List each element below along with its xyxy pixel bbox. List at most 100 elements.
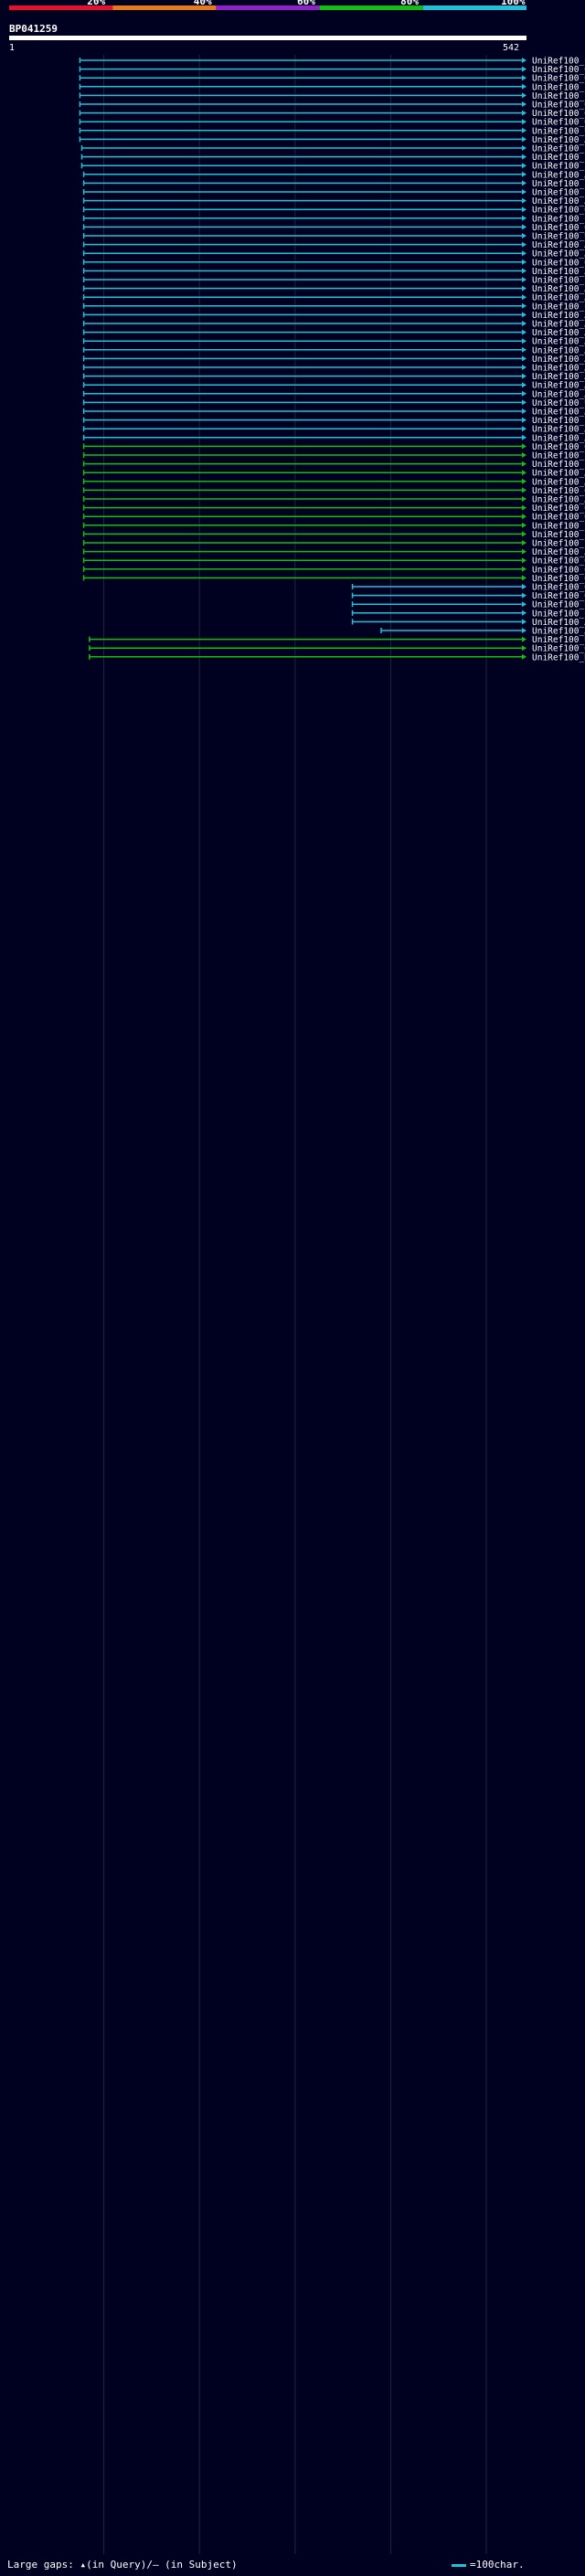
hit-label[interactable]: UniRef100_Q5N824 bbox=[532, 486, 585, 496]
hit-label[interactable]: UniRef100_P32962 bbox=[532, 451, 585, 461]
hit-arrow bbox=[522, 154, 526, 160]
hit-arrow bbox=[522, 338, 526, 345]
hit-label[interactable]: UniRef100_A4ULE1 bbox=[532, 284, 585, 294]
hit-arrow bbox=[522, 207, 526, 213]
hit-label[interactable]: UniRef100_A7QEZ5 bbox=[532, 240, 585, 250]
gaps-legend: Large gaps: ▴(in Query)/– (in Subject) bbox=[7, 2559, 238, 2571]
hit-arrow bbox=[522, 601, 526, 608]
query-start: 1 bbox=[9, 43, 15, 53]
hit-label[interactable]: UniRef100_Q7WNC4 bbox=[532, 644, 585, 654]
hit-label[interactable]: UniRef100_D0DDB0 bbox=[532, 652, 585, 663]
hit-label[interactable]: UniRef100_B9HVU3 bbox=[532, 82, 585, 92]
hit-label[interactable]: UniRef100_B8LLB3 bbox=[532, 188, 585, 198]
hit-arrow bbox=[522, 461, 526, 467]
hit-label[interactable]: UniRef100_A7QR70 bbox=[532, 372, 585, 382]
hit-label[interactable]: UniRef100_C5XYZ1 bbox=[532, 214, 585, 224]
hit-label[interactable]: UniRef100_Q8LFU8 bbox=[532, 504, 585, 514]
hit-label[interactable]: UniRef100_Q94JM3 bbox=[532, 557, 585, 567]
hit-arrow bbox=[522, 92, 526, 99]
hit-label[interactable]: UniRef100_Q6QDB8 bbox=[532, 591, 585, 601]
hit-label[interactable]: UniRef100_A7QR63 bbox=[532, 320, 585, 330]
hit-arrow bbox=[522, 434, 526, 440]
hit-label[interactable]: UniRef100_A7QF64 bbox=[532, 389, 585, 399]
hit-label[interactable]: UniRef100_UP0000... bbox=[532, 126, 585, 136]
hit-label[interactable]: UniRef100_P32961 bbox=[532, 539, 585, 549]
hit-label[interactable]: UniRef100_Q67DN0 bbox=[532, 223, 585, 233]
hit-label[interactable]: UniRef100_A5BPZ6 bbox=[532, 355, 585, 365]
hit-label[interactable]: UniRef100_Q2QCZ2 bbox=[532, 109, 585, 119]
hit-label[interactable]: UniRef100_B9FIQ4 bbox=[532, 416, 585, 426]
hit-arrow bbox=[522, 417, 526, 423]
hit-label[interactable]: UniRef100_A2YCD2 bbox=[532, 267, 585, 277]
hit-label[interactable]: UniRef100_Q04907 bbox=[532, 442, 585, 452]
scale-legend: =100char. bbox=[452, 2559, 525, 2571]
hit-label[interactable]: UniRef100_A3QYW4 bbox=[532, 170, 585, 180]
scale-tick-label: ^100% bbox=[495, 0, 525, 7]
hit-rows: UniRef100_C6T972UniRef100_Q5UZ28UniRef10… bbox=[79, 57, 585, 663]
hit-label[interactable]: UniRef100_Q6QDB7 bbox=[532, 583, 585, 593]
hit-arrow bbox=[522, 302, 526, 309]
hit-label[interactable]: UniRef100_C0Z2F4 bbox=[532, 521, 585, 531]
hit-label[interactable]: UniRef100_A4ULE0 bbox=[532, 293, 585, 303]
hit-label[interactable]: UniRef100_A7QR51 bbox=[532, 477, 585, 487]
hit-arrow bbox=[522, 329, 526, 335]
hit-arrow bbox=[522, 215, 526, 221]
hit-label[interactable]: UniRef100_Q42966 bbox=[532, 118, 585, 128]
hit-label[interactable]: UniRef100_B9SCY8 bbox=[532, 91, 585, 101]
hit-label[interactable]: UniRef100_UP1000... bbox=[532, 635, 585, 645]
hit-label[interactable]: UniRef100_A0LKP2 bbox=[532, 618, 585, 628]
hit-arrow bbox=[522, 548, 526, 555]
hit-label[interactable]: UniRef100_A2Y9G2 bbox=[532, 547, 585, 557]
scale-tick-label: ^60% bbox=[291, 0, 315, 7]
hit-label[interactable]: UniRef100_A5BCZ0 bbox=[532, 408, 585, 418]
hit-label[interactable]: UniRef100_A7QF56 bbox=[532, 627, 585, 637]
hit-label[interactable]: UniRef100_A7QR67 bbox=[532, 311, 585, 321]
hit-label[interactable]: UniRef100_Q5UZ28 bbox=[532, 65, 585, 75]
hit-arrow bbox=[522, 224, 526, 230]
hit-label[interactable]: UniRef100_C5XYZ0 bbox=[532, 302, 585, 312]
hit-label[interactable]: UniRef100_C4CL20 bbox=[532, 600, 585, 610]
scale-tick-label: ^80% bbox=[395, 0, 420, 7]
hit-label[interactable]: UniRef100_Q94JL5 bbox=[532, 574, 585, 584]
hit-label[interactable]: UniRef100_Q0JTW1 bbox=[532, 258, 585, 268]
hit-label[interactable]: UniRef100_A7QR58 bbox=[532, 328, 585, 338]
hit-label[interactable]: UniRef100_A5B7P6 bbox=[532, 425, 585, 435]
hit-label[interactable]: UniRef100_A7QR64 bbox=[532, 381, 585, 391]
hit-label[interactable]: UniRef100_P46011 bbox=[532, 179, 585, 189]
hit-arrow bbox=[522, 75, 526, 81]
hit-arrow bbox=[522, 294, 526, 301]
hit-arrow bbox=[522, 645, 526, 652]
hit-label[interactable]: UniRef100_A2YYW3 bbox=[532, 495, 585, 505]
hit-label[interactable]: UniRef100_P46010 bbox=[532, 530, 585, 540]
hit-label[interactable]: UniRef100_A7QF66 bbox=[532, 135, 585, 145]
hit-label[interactable]: UniRef100_A7QR55 bbox=[532, 337, 585, 347]
hit-arrow bbox=[522, 346, 526, 353]
hit-label[interactable]: UniRef100_A5C4B0 bbox=[532, 249, 585, 260]
hit-arrow bbox=[522, 110, 526, 116]
hit-arrow bbox=[522, 180, 526, 186]
hit-arrow bbox=[522, 478, 526, 484]
hit-label[interactable]: UniRef100_A5BJ2Z bbox=[532, 433, 585, 443]
hit-label[interactable]: UniRef100_UP1000... bbox=[532, 232, 585, 242]
hit-label[interactable]: UniRef100_A5BPZ5 bbox=[532, 345, 585, 355]
hit-label[interactable]: UniRef100_A5C7V6 bbox=[532, 196, 585, 207]
hit-arrow bbox=[522, 531, 526, 537]
hit-arrow bbox=[522, 504, 526, 511]
hit-label[interactable]: UniRef100_B4FQE2 bbox=[532, 276, 585, 286]
hit-label[interactable]: UniRef100_B5U825 bbox=[532, 460, 585, 470]
hit-arrow bbox=[522, 610, 526, 616]
hit-arrow bbox=[522, 557, 526, 564]
hit-label[interactable]: UniRef100_Q3LRV4 bbox=[532, 74, 585, 84]
hit-label[interactable]: UniRef100_B9SCY6 bbox=[532, 153, 585, 163]
hit-label[interactable]: UniRef100_C6T972 bbox=[532, 57, 585, 67]
hit-label[interactable]: UniRef100_A7QR62 bbox=[532, 364, 585, 374]
hit-label[interactable]: UniRef100_Q8LA74 bbox=[532, 513, 585, 523]
hit-label[interactable]: UniRef100_B9SCY5 bbox=[532, 144, 585, 154]
hit-label[interactable]: UniRef100_UP1000... bbox=[532, 398, 585, 408]
hit-label[interactable]: UniRef100_Q42849 bbox=[532, 206, 585, 216]
hit-label[interactable]: UniRef100_B9SCY7 bbox=[532, 162, 585, 172]
hit-label[interactable]: UniRef100_A5B759 bbox=[532, 469, 585, 479]
hit-label[interactable]: UniRef100_Q42985 bbox=[532, 101, 585, 111]
hit-label[interactable]: UniRef100_C0PF94 bbox=[532, 609, 585, 619]
hit-label[interactable]: UniRef100_Q944C7 bbox=[532, 565, 585, 575]
